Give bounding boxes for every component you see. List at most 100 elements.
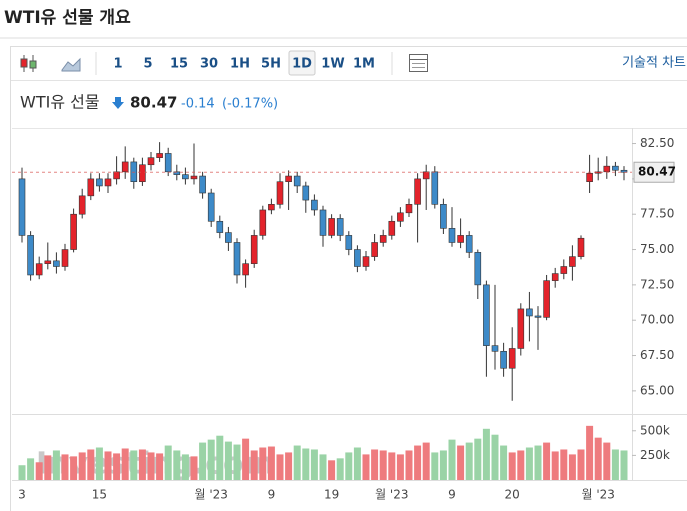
volume-bar — [439, 450, 447, 480]
volume-bar — [302, 448, 310, 480]
volume-bar — [414, 445, 422, 480]
x-tick-label: 15 — [92, 488, 107, 502]
volume-bar — [35, 462, 43, 480]
candle-body — [61, 249, 69, 267]
technical-link[interactable]: 기술적 차트 — [622, 56, 686, 71]
interval-button[interactable]: 5 — [143, 57, 152, 72]
volume-bar — [27, 458, 35, 480]
volume-bar — [577, 449, 585, 480]
last-price: 80.47 — [130, 94, 177, 112]
interval-button[interactable]: 5H — [261, 57, 281, 72]
volume-bar — [173, 450, 181, 480]
candle-body — [371, 242, 378, 257]
volume-bar — [448, 439, 456, 480]
candle-body — [139, 164, 146, 183]
candle-body — [431, 171, 439, 205]
candle-body — [379, 235, 387, 243]
volume-bar — [293, 445, 301, 480]
candle-body — [577, 237, 585, 257]
x-tick-label: 월 '23 — [581, 488, 614, 502]
volume-bar — [130, 450, 138, 480]
y-tick-label: 75.00 — [640, 242, 674, 256]
candle-body — [293, 175, 301, 187]
volume-bar — [603, 442, 611, 480]
candle-body — [311, 199, 318, 211]
volume-bar — [379, 450, 387, 480]
y-tick-label: 72.50 — [640, 277, 674, 291]
candle-body — [388, 220, 396, 236]
instrument-name: WTI유 선물 — [20, 93, 100, 112]
volume-bar — [259, 447, 267, 480]
volume-bar — [353, 447, 361, 480]
candle-body — [405, 204, 413, 214]
candle-body — [422, 171, 430, 180]
interval-button[interactable]: 15 — [170, 57, 188, 72]
price-tag-label: 80.47 — [638, 165, 676, 179]
candle-body — [345, 235, 353, 250]
area-icon[interactable] — [61, 57, 81, 72]
candle-body — [354, 249, 361, 267]
interval-group: 1 5 15 30 1H 5H 1D 1W 1M — [113, 50, 375, 76]
x-tick-label: 월 '23 — [194, 488, 227, 502]
candle-body — [207, 192, 215, 222]
candle-body — [276, 181, 284, 205]
volume-bar — [61, 454, 69, 480]
x-tick-label: 9 — [448, 488, 456, 502]
candle-body — [569, 256, 576, 267]
candle-body — [182, 174, 189, 180]
interval-button[interactable]: 1D — [292, 57, 312, 72]
volume-bar — [52, 450, 60, 480]
volume-bar — [396, 454, 404, 480]
interval-button[interactable]: 1M — [353, 57, 375, 72]
y-tick-label: 82.50 — [640, 136, 674, 150]
volume-bar — [70, 456, 78, 480]
volume-bar — [319, 454, 327, 480]
volume-bar — [95, 447, 103, 480]
candle-body — [483, 284, 490, 346]
candle-body — [612, 165, 619, 171]
volume-bar — [113, 453, 121, 480]
interval-button[interactable]: 30 — [200, 57, 218, 72]
table-icon[interactable] — [409, 54, 428, 72]
volume-bar — [611, 449, 619, 480]
candle-body — [551, 273, 559, 281]
candle-body — [78, 195, 86, 215]
volume-bar — [465, 442, 473, 480]
volume-bar — [104, 451, 112, 480]
candle-body — [397, 212, 404, 222]
volume-bar — [534, 445, 542, 480]
candle-body — [104, 178, 112, 187]
volume-bar — [233, 444, 241, 480]
volume-bar — [345, 452, 353, 480]
candle-body — [147, 157, 155, 166]
change-pct: (-0.17%) — [222, 97, 278, 112]
volume-bar — [285, 452, 293, 480]
candle-body — [225, 232, 232, 243]
candle-body — [517, 308, 525, 349]
page-title: WTI유 선물 개요 — [4, 8, 131, 28]
down-arrow — [112, 97, 124, 109]
volume-bar — [224, 441, 232, 480]
candle-body — [414, 178, 421, 205]
y-tick-label: 70.00 — [640, 313, 674, 327]
candle-icon[interactable] — [20, 55, 37, 72]
volume-bar — [336, 458, 344, 480]
candle-body — [156, 153, 163, 158]
volume-bar — [87, 449, 95, 480]
candle-body — [534, 315, 542, 318]
interval-button[interactable]: 1W — [321, 57, 344, 72]
volume-bar — [525, 447, 533, 480]
v-tick-label: 250k — [640, 448, 670, 462]
volume-bar — [181, 454, 189, 480]
candle-body — [328, 218, 335, 236]
chart-frame — [10, 46, 687, 511]
x-tick-label: 19 — [324, 488, 339, 502]
interval-button[interactable]: 1 — [113, 57, 122, 72]
candle-body — [302, 185, 310, 201]
candle-body — [268, 204, 275, 211]
interval-button[interactable]: 1H — [230, 57, 250, 72]
change: -0.14 — [181, 97, 215, 112]
candle-body — [508, 348, 516, 369]
candle-body — [362, 256, 370, 267]
candle-body — [44, 260, 52, 264]
